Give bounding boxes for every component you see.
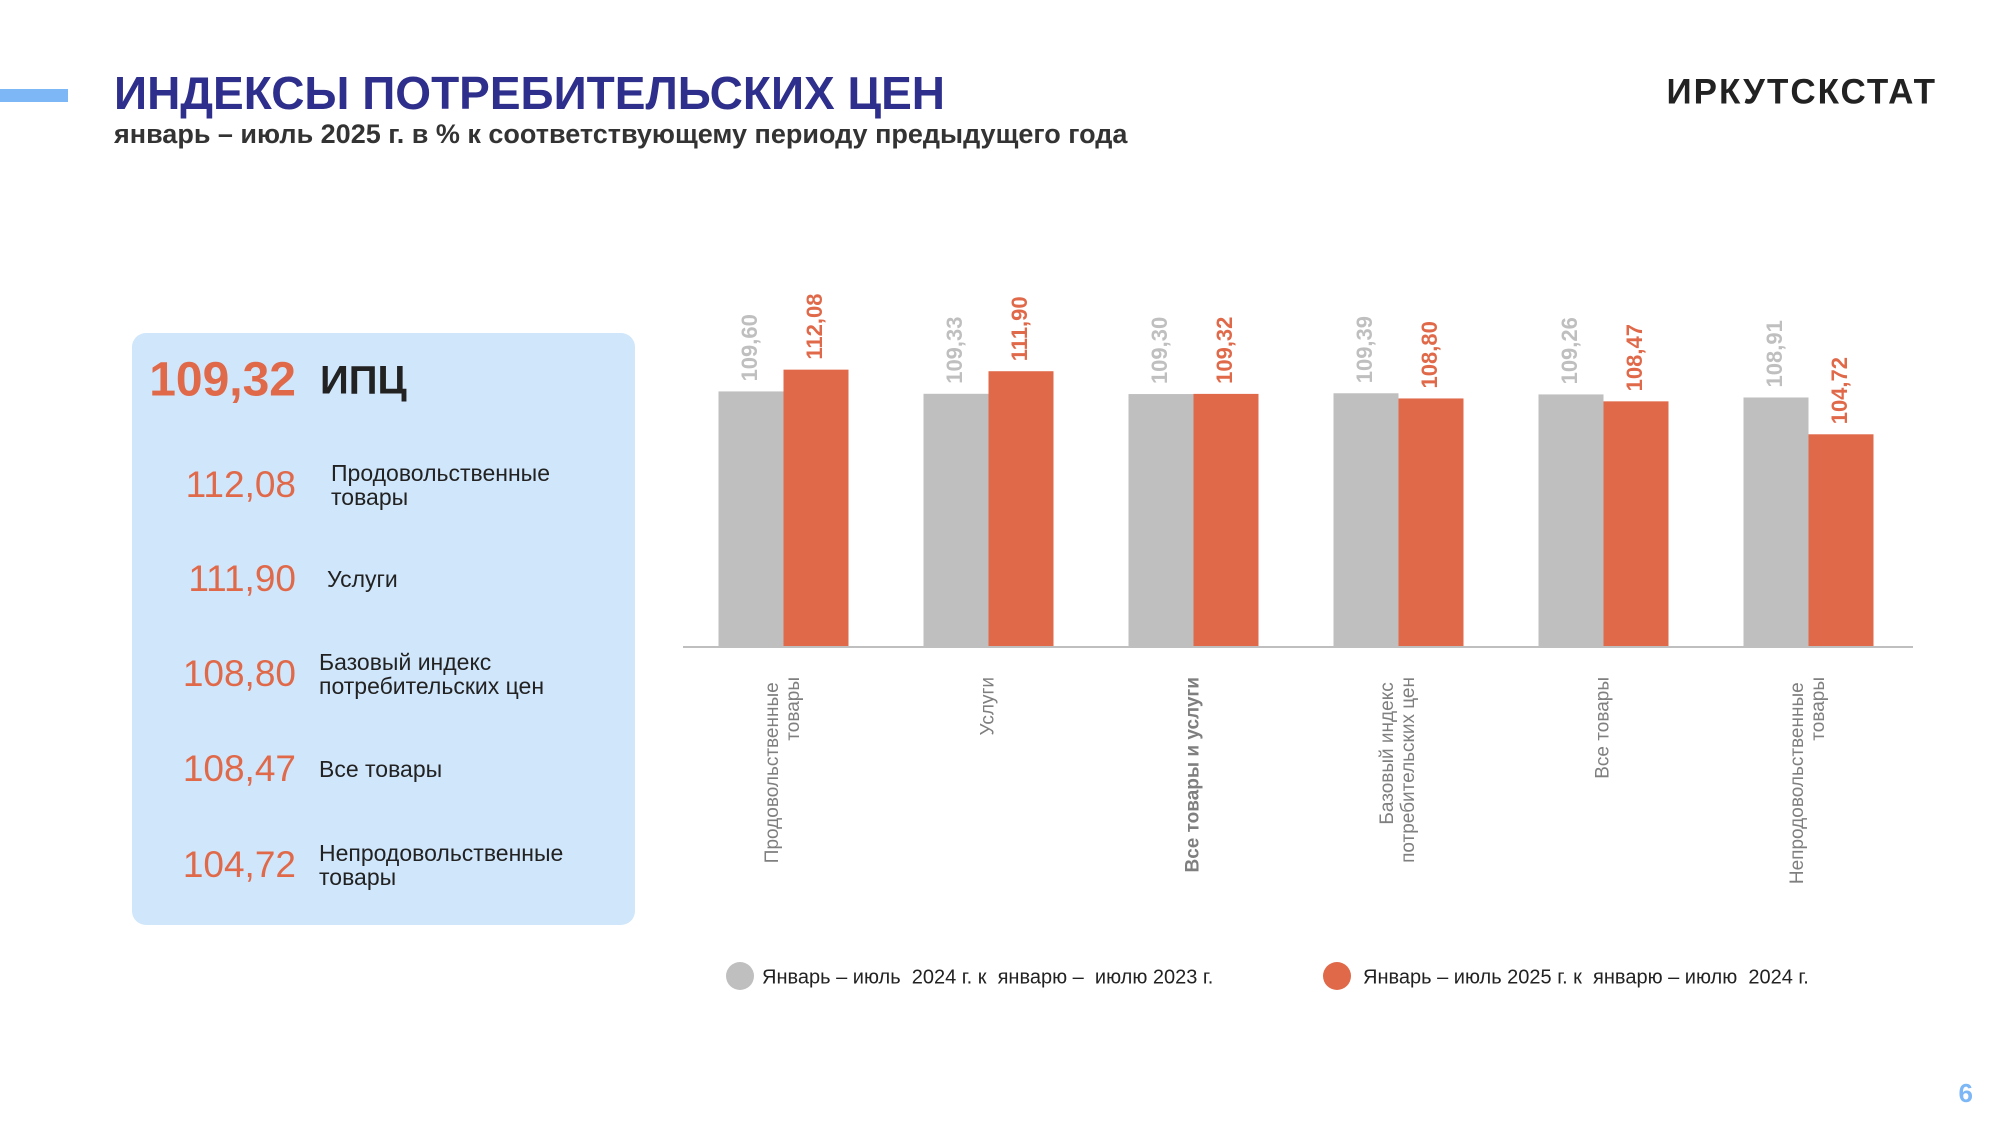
bar bbox=[718, 391, 784, 647]
value-label: 111,90 bbox=[1007, 296, 1032, 361]
bar bbox=[1743, 397, 1809, 647]
x-tick-label: Непродовольственные товары bbox=[1787, 677, 1829, 884]
value-label: 109,39 bbox=[1352, 316, 1377, 383]
x-tick-label: Все товары и услуги bbox=[1183, 677, 1204, 873]
bar bbox=[1333, 393, 1399, 647]
value-label: 104,72 bbox=[1827, 357, 1852, 424]
x-tick-label: Базовый индекс потребительских цен bbox=[1377, 677, 1419, 863]
summary-value: 104,72 bbox=[183, 844, 296, 885]
value-label: 108,47 bbox=[1622, 324, 1647, 391]
summary-main-label: ИПЦ bbox=[320, 359, 407, 403]
summary-label: Продовольственные товары bbox=[331, 460, 556, 510]
accent-bar bbox=[0, 89, 68, 102]
summary-label: Услуги bbox=[327, 566, 398, 592]
summary-main-value: 109,32 bbox=[149, 354, 296, 407]
summary-label: Базовый индекс потребительских цен bbox=[319, 649, 544, 699]
bar bbox=[1538, 394, 1604, 647]
summary-panel bbox=[132, 333, 635, 925]
bar bbox=[1603, 401, 1669, 647]
bar bbox=[1193, 393, 1259, 647]
summary-value: 108,80 bbox=[183, 653, 296, 694]
brand: ИРКУТСКСТАТ bbox=[1666, 72, 1937, 111]
page-number: 6 bbox=[1959, 1078, 1973, 1108]
title: ИНДЕКСЫ ПОТРЕБИТЕЛЬСКИХ ЦЕН bbox=[114, 67, 945, 119]
x-tick-label: Все товары bbox=[1593, 677, 1614, 779]
legend-label: Январь – июль 2025 г. к январю – июлю 20… bbox=[1363, 966, 1809, 988]
bar bbox=[1808, 434, 1874, 647]
value-label: 109,30 bbox=[1147, 317, 1172, 384]
x-tick-label: Услуги bbox=[978, 677, 999, 735]
bar bbox=[923, 393, 989, 647]
bar bbox=[988, 371, 1054, 647]
value-label: 109,33 bbox=[942, 317, 967, 384]
value-label: 108,80 bbox=[1417, 321, 1442, 388]
bar bbox=[783, 369, 849, 647]
summary-label: Все товары bbox=[319, 756, 442, 782]
value-label: 109,60 bbox=[737, 314, 762, 381]
bar bbox=[1398, 398, 1464, 647]
x-tick-label: Продовольственные товары bbox=[762, 677, 804, 863]
legend-marker bbox=[726, 962, 754, 990]
summary-value: 108,47 bbox=[183, 748, 296, 789]
bar bbox=[1128, 394, 1194, 647]
value-label: 109,32 bbox=[1212, 317, 1237, 384]
legend-label: Январь – июль 2024 г. к январю – июлю 20… bbox=[762, 966, 1213, 988]
subtitle: январь – июль 2025 г. в % к соответствую… bbox=[113, 119, 1128, 149]
value-label: 108,91 bbox=[1762, 320, 1787, 387]
summary-value: 111,90 bbox=[188, 558, 296, 599]
value-label: 112,08 bbox=[802, 294, 827, 360]
legend-marker bbox=[1323, 962, 1351, 990]
summary-value: 112,08 bbox=[186, 464, 296, 505]
value-label: 109,26 bbox=[1557, 317, 1582, 384]
summary-label: Непродовольственные товары bbox=[319, 840, 570, 890]
